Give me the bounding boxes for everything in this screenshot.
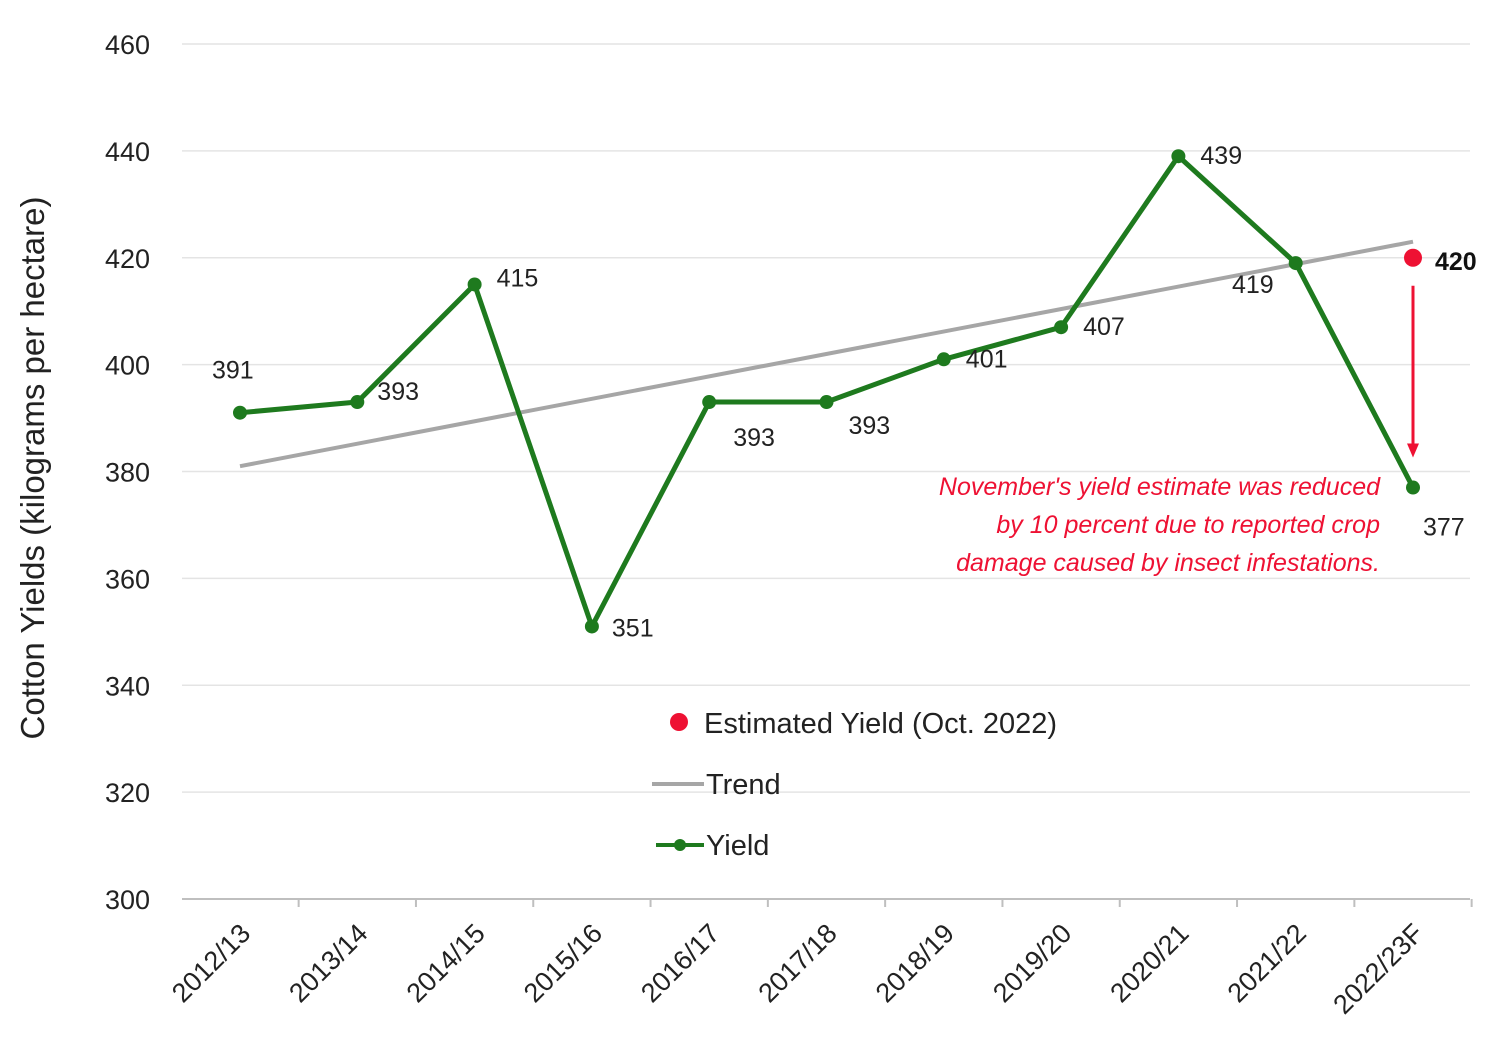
- yield-data-label: 415: [497, 264, 539, 292]
- yield-data-label: 393: [377, 378, 419, 406]
- yield-data-label: 391: [212, 357, 254, 385]
- x-tick-label: 2012/13: [166, 918, 256, 1008]
- yield-point: [584, 619, 599, 634]
- x-tick-label: 2019/20: [987, 918, 1077, 1008]
- legend-estimate-label: Estimated Yield (Oct. 2022): [704, 708, 1057, 740]
- yield-data-label: 401: [966, 345, 1008, 373]
- estimate-series: 420: [1404, 248, 1477, 458]
- yield-point: [233, 405, 247, 420]
- y-tick-label: 420: [105, 244, 150, 274]
- y-tick-label: 400: [105, 351, 150, 381]
- x-tick-label: 2021/22: [1222, 918, 1312, 1008]
- legend-estimate-marker: [670, 713, 688, 731]
- y-tick-label: 380: [105, 458, 150, 488]
- yield-series: 391 393 415 351 393 393 401 407 439 419 377: [212, 142, 1465, 642]
- y-tick-label: 360: [105, 564, 150, 594]
- legend-item-estimate: Estimated Yield (Oct. 2022): [670, 708, 1057, 740]
- yield-point: [350, 395, 365, 410]
- y-tick-label: 320: [105, 778, 150, 808]
- legend-trend-label: Trend: [706, 769, 781, 801]
- yield-point: [1054, 320, 1069, 335]
- yield-data-label: 407: [1083, 313, 1125, 341]
- y-tick-label: 340: [105, 671, 150, 701]
- yield-point: [1288, 256, 1303, 271]
- annotation-line-3: damage caused by insect infestations.: [956, 549, 1380, 577]
- trend-line: [239, 239, 1414, 469]
- x-tick-label: 2016/17: [635, 918, 725, 1008]
- yield-point: [467, 277, 482, 292]
- x-tick-label: 2015/16: [518, 918, 608, 1008]
- yield-point: [936, 352, 951, 367]
- yield-point: [702, 395, 717, 410]
- gridlines: [182, 43, 1470, 793]
- yield-data-label: 393: [733, 424, 775, 452]
- yield-point: [1406, 480, 1420, 495]
- y-tick-label: 440: [105, 137, 150, 167]
- yield-data-label: 419: [1232, 271, 1274, 299]
- x-tick-label: 2022/23F: [1327, 918, 1429, 1020]
- annotation: November's yield estimate was reduced by…: [939, 473, 1381, 577]
- x-tick-label: 2013/14: [283, 918, 373, 1008]
- y-axis-ticks: 300 320 340 360 380 400 420 440 460: [105, 30, 150, 915]
- x-tick-label: 2020/21: [1104, 918, 1194, 1008]
- legend-item-yield: Yield: [656, 830, 769, 862]
- yield-data-label: 351: [612, 614, 654, 642]
- yield-data-label: 393: [849, 412, 891, 440]
- y-tick-label: 460: [105, 30, 150, 60]
- y-axis-label: Cotton Yields (kilograms per hectare): [14, 197, 51, 740]
- legend-yield-marker: [674, 839, 686, 851]
- estimate-point: [1404, 248, 1422, 267]
- trend-series: [239, 239, 1414, 469]
- yield-data-label: 377: [1423, 514, 1465, 542]
- legend-yield-label: Yield: [706, 830, 769, 862]
- legend: Estimated Yield (Oct. 2022) Trend Yield: [652, 708, 1057, 862]
- y-tick-label: 300: [105, 885, 150, 915]
- x-tick-label: 2018/19: [870, 918, 960, 1008]
- yield-data-label: 439: [1200, 142, 1242, 170]
- reduction-arrow-head: [1407, 443, 1419, 458]
- yield-point: [1171, 149, 1186, 164]
- annotation-line-2: by 10 percent due to reported crop: [996, 511, 1380, 539]
- x-tick-label: 2017/18: [753, 918, 843, 1008]
- x-tick-label: 2014/15: [401, 918, 491, 1008]
- legend-item-trend: Trend: [652, 769, 781, 801]
- annotation-line-1: November's yield estimate was reduced: [939, 473, 1381, 501]
- estimate-data-label: 420: [1435, 248, 1477, 276]
- x-axis-ticks: 2012/13 2013/14 2014/15 2015/16 2016/17 2017/…: [166, 899, 1473, 1020]
- yield-point: [819, 395, 834, 410]
